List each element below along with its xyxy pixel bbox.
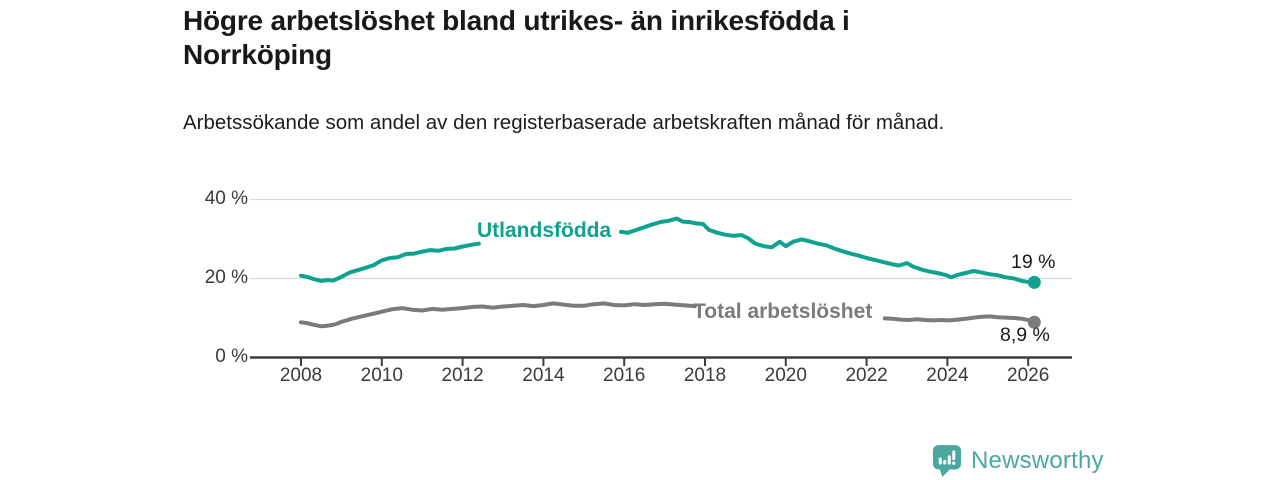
x-axis-tick-label: 2024: [926, 365, 969, 386]
x-axis-tick-label: 2020: [764, 365, 807, 386]
x-axis-tick-label: 2014: [522, 365, 565, 386]
end-value-label-total: 8,9 %: [1000, 324, 1050, 346]
y-axis-tick-label: 40 %: [204, 188, 248, 209]
end-value-label-utlandsfodda: 19 %: [1011, 251, 1056, 273]
x-axis-tick-label: 2018: [683, 365, 727, 386]
series-label-total-arbetsloshet: Total arbetslöshet: [693, 300, 873, 323]
series-line: [882, 314, 1037, 325]
series-label-utlandsfodda: Utlandsfödda: [477, 219, 612, 242]
series-end-dot: [1027, 275, 1041, 289]
series-end-dot: [1027, 315, 1041, 329]
y-axis-tick-label: 20 %: [204, 267, 248, 288]
series-line: [299, 301, 697, 329]
x-axis-tick-label: 2026: [1007, 365, 1050, 386]
newsworthy-logo-icon: [932, 445, 962, 477]
x-axis-tick-label: 2016: [603, 365, 646, 386]
chart-title: Högre arbetslöshet bland utrikes- än inr…: [183, 5, 850, 70]
y-axis-tick-label: 0 %: [215, 346, 248, 367]
x-axis-tick-label: 2010: [360, 365, 403, 386]
x-axis-tick-label: 2008: [279, 365, 323, 386]
series-line: [619, 216, 1037, 285]
x-axis-tick-label: 2012: [441, 365, 484, 386]
brand-name: Newsworthy: [971, 447, 1104, 474]
x-axis-tick-label: 2022: [845, 365, 888, 386]
chart-subtitle: Arbetssökande som andel av den registerb…: [183, 111, 945, 134]
series-line: [299, 241, 481, 283]
brand-footer: Newsworthy: [932, 444, 1104, 478]
